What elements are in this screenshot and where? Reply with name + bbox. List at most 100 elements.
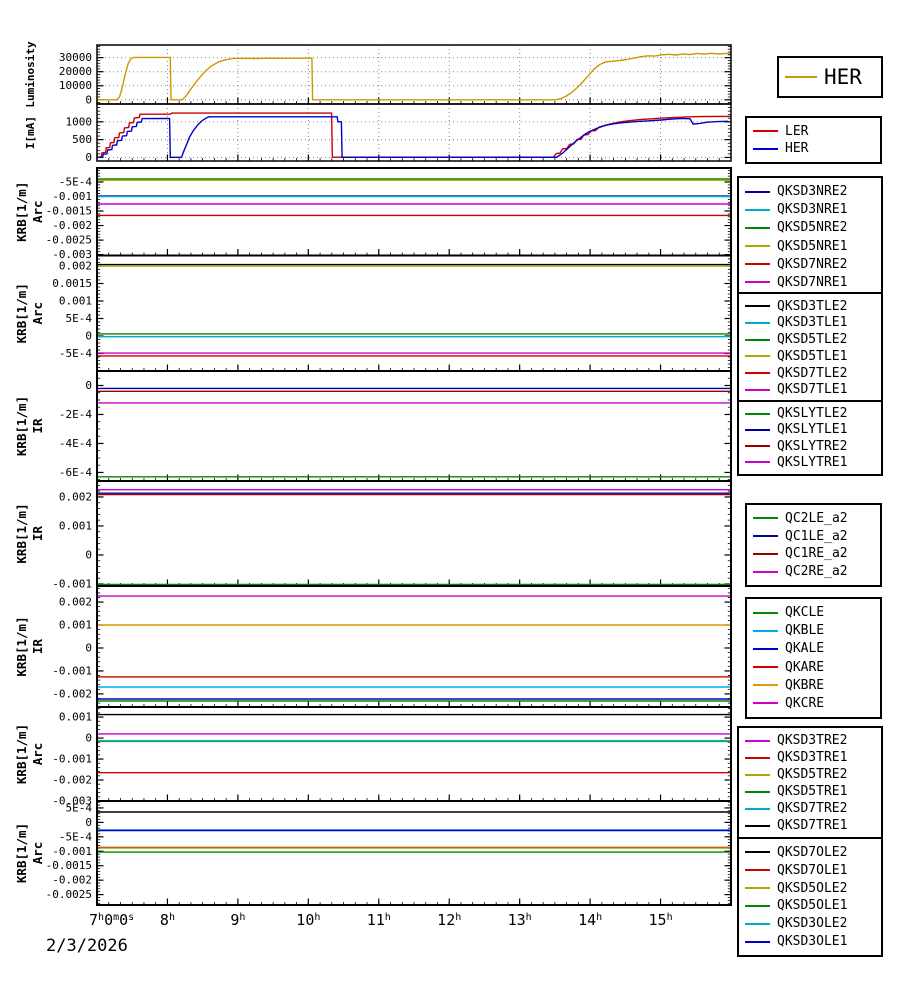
y-tick-label: 0.002 — [59, 490, 92, 503]
y-axis-label: KRB[1/m] — [14, 396, 29, 456]
legend-entry: QC1LE_a2 — [753, 530, 874, 543]
panel-2: -5E-4 -0.001 -0.0015-0.002 -0.0025-0.003 KRB… — [14, 167, 732, 261]
y-tick-label: -4E-4 — [59, 437, 92, 450]
y-tick-label: 0 — [85, 151, 92, 164]
y-tick-label: -0.002 — [52, 687, 92, 700]
legend-entry: QKSD5OLE2 — [745, 882, 875, 895]
legend-line-sample-icon — [745, 790, 770, 793]
legend-entry: QKALE — [753, 642, 874, 655]
y-axis-label: Arc — [30, 743, 45, 766]
legend-label: QKSD3TLE2 — [777, 298, 848, 314]
legend-entry: QKSD7TRE2 — [745, 802, 875, 815]
x-tick-label: 7h0m0s — [89, 911, 134, 929]
y-tick-label: 0 — [85, 641, 92, 654]
y-tick-label: 500 — [72, 133, 92, 146]
y-tick-label: -0.0025 — [46, 234, 92, 247]
legend-entry: QKSD5NRE2 — [745, 221, 875, 234]
legend-line-sample-icon — [745, 739, 770, 742]
legend-line-sample-icon — [753, 552, 778, 555]
legend-label: QKSD7TLE2 — [777, 365, 848, 381]
y-tick-label: -0.001 — [52, 577, 92, 590]
legend-entry: QKSD3TRE1 — [745, 751, 875, 764]
legend-label: QKSLYTRE1 — [777, 454, 848, 470]
y-tick-label: 0.001 — [59, 295, 92, 308]
legend-line-sample-icon — [745, 461, 770, 464]
legend-line-sample-icon — [745, 338, 770, 341]
legend-label: HER — [785, 141, 809, 157]
legend-label: QKSD5OLE1 — [777, 898, 848, 914]
legend-label: HER — [824, 64, 862, 89]
legend-entry: QKCRE — [753, 697, 874, 710]
legend-entry: QKSD7OLE2 — [745, 846, 875, 859]
y-tick-label: -5E-4 — [59, 347, 92, 360]
y-tick-label: 0.002 — [59, 596, 92, 609]
series-line-HER — [97, 52, 731, 101]
legend-line-sample-icon — [745, 824, 770, 827]
legend-entry: QKSD7NRE1 — [745, 276, 875, 289]
legend-label: QKALE — [785, 641, 825, 657]
legend-entry: HER — [753, 142, 874, 155]
legend-label: QKSD7TLE1 — [777, 382, 848, 398]
legend-line-sample-icon — [745, 281, 770, 284]
legend-entry: QKSD3NRE2 — [745, 185, 875, 198]
legend-label: QKSD5TRE2 — [777, 767, 848, 782]
legend-entry: QKSD3TLE2 — [745, 300, 875, 313]
y-tick-label: -5E-4 — [59, 830, 92, 843]
y-tick-label: 0 — [85, 732, 92, 745]
legend-line-sample-icon — [745, 756, 770, 759]
legend-entry: QKBLE — [753, 624, 874, 637]
y-tick-label: 0 — [85, 379, 92, 392]
y-tick-label: -0.003 — [52, 248, 92, 261]
y-axis-label: Arc — [30, 842, 45, 865]
x-tick-label: 11h — [367, 911, 391, 929]
legend-label: QC2LE_a2 — [785, 510, 848, 526]
luminosity-legend: HER — [777, 56, 883, 98]
y-tick-label: -0.003 — [52, 795, 92, 808]
legend-label: QKSD3OLE1 — [777, 934, 848, 950]
series-line-LER — [97, 112, 731, 158]
legend-label: QC1RE_a2 — [785, 546, 848, 562]
y-tick-label: 1000 — [66, 115, 93, 128]
y-axis-label: Luminosity — [24, 41, 37, 108]
x-tick-label: 12h — [437, 911, 461, 929]
legend-line-sample-icon — [745, 305, 770, 308]
y-tick-label: 0 — [85, 548, 92, 561]
legend-label: QKSD5TLE2 — [777, 332, 848, 348]
y-tick-label: -6E-4 — [59, 466, 92, 479]
y-tick-label: 5E-4 — [66, 801, 93, 814]
legend-line-sample-icon — [745, 445, 770, 448]
legend-entry: QC1RE_a2 — [753, 547, 874, 560]
legend-entry: QKSD5TRE1 — [745, 785, 875, 798]
panel-8: 5E-4 0-5E-4 -0.001-0.0015 -0.002-0.0025 KRB[… — [14, 800, 732, 906]
legend-entry: QKSD3OLE2 — [745, 917, 875, 930]
legend-entry: QKSD3TLE1 — [745, 316, 875, 329]
legend-line-sample-icon — [753, 535, 778, 538]
y-axis-label: I[mA] — [24, 116, 37, 149]
y-tick-label: 0 — [85, 93, 92, 106]
y-axis-label: Arc — [30, 200, 45, 223]
legend-line-sample-icon — [745, 208, 770, 211]
panel-border — [96, 800, 732, 906]
ir-sly-legend: QKSLYTLE2 QKSLYTLE1 QKSLYTRE2 QKSLYTRE1 — [737, 400, 883, 476]
ir-qk-legend: QKCLE QKBLE QKALE QKARE QKBRE QKCRE — [745, 597, 882, 719]
y-axis-label: IR — [30, 418, 45, 434]
legend-entry: QKSD5NRE1 — [745, 240, 875, 253]
x-tick-label: 15h — [649, 911, 673, 929]
series-line-HER — [97, 116, 729, 159]
legend-line-sample-icon — [753, 647, 778, 650]
legend-line-sample-icon — [745, 887, 770, 890]
legend-label: QKBLE — [785, 623, 825, 639]
legend-entry: QKSD7NRE2 — [745, 258, 875, 271]
legend-line-sample-icon — [753, 147, 778, 150]
legend-label: QC1LE_a2 — [785, 528, 848, 544]
legend-entry: QKSD5TLE1 — [745, 350, 875, 363]
legend-line-sample-icon — [745, 428, 770, 431]
legend-entry: QKSD3TRE2 — [745, 734, 875, 747]
legend-label: QKSLYTRE2 — [777, 438, 848, 454]
legend-line-sample-icon — [785, 76, 817, 78]
legend-entry: HER — [785, 64, 875, 89]
y-tick-label: -0.002 — [52, 774, 92, 787]
y-tick-label: 30000 — [59, 51, 92, 64]
